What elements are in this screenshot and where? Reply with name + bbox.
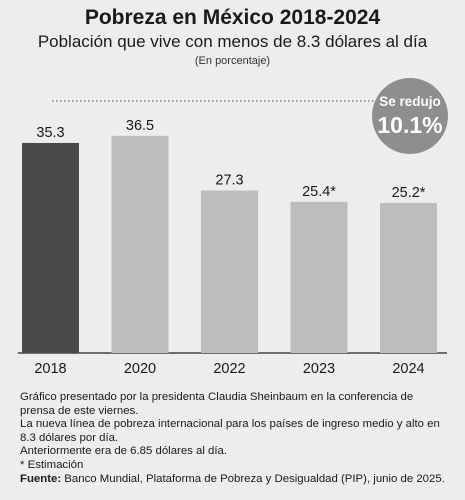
value-label-2023: 25.4* [302, 184, 336, 200]
unit-label: (En porcentaje) [194, 55, 271, 67]
reduction-badge [372, 78, 448, 154]
badge-line2: 10.1% [377, 112, 442, 138]
tick-label-2022: 2022 [213, 361, 245, 377]
value-label-2022: 27.3 [215, 173, 243, 189]
bar-chart: 35.3 2018 36.5 2020 27.3 2022 25.4* 2023 25.2* 20… [18, 78, 448, 377]
tick-label-2024: 2024 [392, 361, 424, 377]
chart-subtitle: Población que vive con menos de 8.3 dóla… [37, 32, 428, 51]
bar-2023 [290, 201, 348, 353]
tick-label-2018: 2018 [34, 361, 66, 377]
bar-2022 [201, 190, 258, 353]
tick-label-2020: 2020 [124, 361, 156, 377]
value-label-2024: 25.2* [392, 185, 426, 201]
bar-2024 [380, 203, 437, 353]
badge-line1: Se redujo [379, 94, 441, 109]
chart-title: Pobreza en México 2018-2024 [84, 6, 381, 29]
note-2: La nueva línea de pobreza internacional … [20, 418, 440, 444]
source-text: Banco Mundial, Plataforma de Pobreza y D… [61, 472, 445, 485]
bar-2020 [111, 135, 169, 353]
notes: Gráfico presentado por la presidenta Cla… [20, 391, 450, 486]
note-3: Anteriormente era de 6.85 dólares al día… [20, 445, 228, 458]
bar-2018 [22, 142, 79, 353]
source-line: Fuente: Banco Mundial, Plataforma de Pob… [20, 473, 450, 487]
value-label-2018: 35.3 [36, 125, 64, 141]
note-estimate: * Estimación [20, 458, 84, 471]
tick-label-2023: 2023 [303, 361, 335, 377]
source-label: Fuente: [20, 472, 62, 485]
value-label-2020: 36.5 [126, 118, 154, 134]
note-1: Gráfico presentado por la presidenta Cla… [20, 391, 414, 417]
